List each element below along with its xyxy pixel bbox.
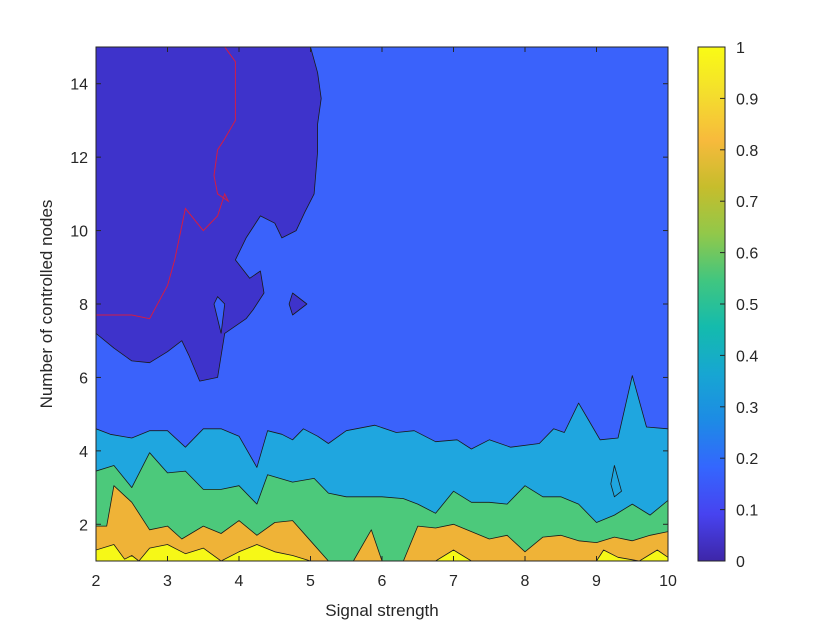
colorbar-tick-label: 0 — [736, 554, 745, 571]
y-tick-label: 14 — [70, 77, 88, 94]
y-tick-label: 2 — [79, 517, 88, 534]
y-tick-label: 12 — [70, 150, 88, 167]
y-axis-ticks: 2 4 6 8 10 12 14 — [70, 77, 668, 534]
colorbar-tick-label: 0.7 — [736, 194, 758, 211]
y-tick-label: 4 — [79, 444, 88, 461]
colorbar-ticks: 0 0.1 0.2 0.3 0.4 0.5 0.6 0.7 0.8 0.9 1 — [720, 40, 758, 571]
x-tick-label: 4 — [235, 573, 244, 590]
colorbar: 0 0.1 0.2 0.3 0.4 0.5 0.6 0.7 0.8 0.9 1 — [697, 40, 758, 571]
x-tick-label: 10 — [659, 573, 677, 590]
colorbar-tick-label: 0.5 — [736, 297, 758, 314]
colorbar-tick-label: 0.9 — [736, 91, 758, 108]
x-tick-label: 9 — [592, 573, 601, 590]
colorbar-tick-label: 0.1 — [736, 503, 758, 520]
y-tick-label: 10 — [70, 224, 88, 241]
x-axis-label: Signal strength — [325, 601, 438, 620]
x-tick-label: 5 — [306, 573, 315, 590]
contour-hole-0 — [213, 296, 226, 334]
contour-region-0.3-6 — [610, 465, 622, 498]
plot-area — [95, 46, 669, 562]
x-tick-label: 8 — [521, 573, 530, 590]
highlight-contour — [96, 47, 236, 320]
x-tick-label: 2 — [92, 573, 101, 590]
x-axis-ticks: 2 3 4 5 6 7 8 9 10 — [92, 47, 677, 590]
x-tick-label: 3 — [163, 573, 172, 590]
y-tick-label: 6 — [79, 370, 88, 387]
x-tick-label: 6 — [378, 573, 387, 590]
y-tick-label: 8 — [79, 297, 88, 314]
colorbar-tick-label: 0.8 — [736, 143, 758, 160]
y-axis-label: Number of controlled nodes — [37, 200, 56, 409]
contour-region-0.8-2 — [96, 485, 668, 561]
colorbar-tick-label: 0.3 — [736, 400, 758, 417]
colorbar-tick-label: 0.2 — [736, 451, 758, 468]
colorbar-tick-label: 0.4 — [736, 348, 758, 365]
contour-regions — [96, 47, 668, 561]
x-tick-label: 7 — [449, 573, 458, 590]
contour-region-0.1-4 — [96, 47, 322, 382]
colorbar-tick-label: 0.6 — [736, 246, 758, 263]
highlight-contour-line — [96, 47, 236, 320]
colorbar-tick-label: 1 — [736, 40, 745, 57]
contour-region-0.1-5 — [288, 292, 308, 316]
